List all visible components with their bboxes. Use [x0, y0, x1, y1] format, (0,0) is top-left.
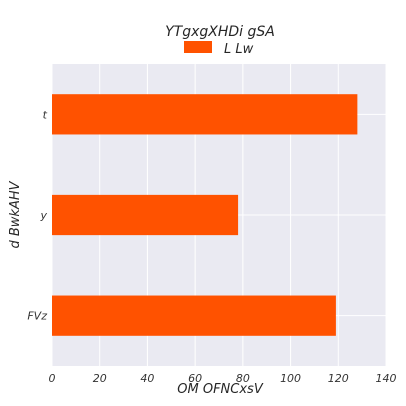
- x-axis-ticks: 0 20 40 60 80 100 120 140: [49, 372, 397, 385]
- y-tick-label: FVz: [27, 310, 47, 323]
- x-tick-label: 40: [140, 372, 154, 385]
- chart-title: YTgxgXHDi gSA: [165, 24, 275, 40]
- x-axis-label: OM OFNCxsV: [177, 382, 264, 397]
- bar: [52, 194, 239, 236]
- y-axis-ticks: t y FVz: [27, 108, 47, 322]
- y-tick-label: y: [39, 209, 47, 222]
- x-tick-label: 0: [49, 372, 56, 385]
- x-tick-label: 120: [328, 372, 349, 385]
- x-tick-label: 20: [93, 372, 107, 385]
- bar: [52, 94, 358, 135]
- y-axis-label: d BwkAHV: [8, 180, 23, 248]
- y-tick-label: t: [43, 108, 48, 121]
- x-tick-label: 100: [280, 372, 301, 385]
- legend-label: L Lw: [224, 42, 254, 57]
- legend-swatch: [184, 41, 212, 53]
- legend: L Lw: [184, 41, 254, 57]
- x-tick-label: 80: [236, 372, 250, 385]
- x-tick-label: 140: [376, 372, 397, 385]
- bar: [52, 295, 336, 336]
- x-tick-label: 60: [188, 372, 202, 385]
- bars: [52, 94, 358, 336]
